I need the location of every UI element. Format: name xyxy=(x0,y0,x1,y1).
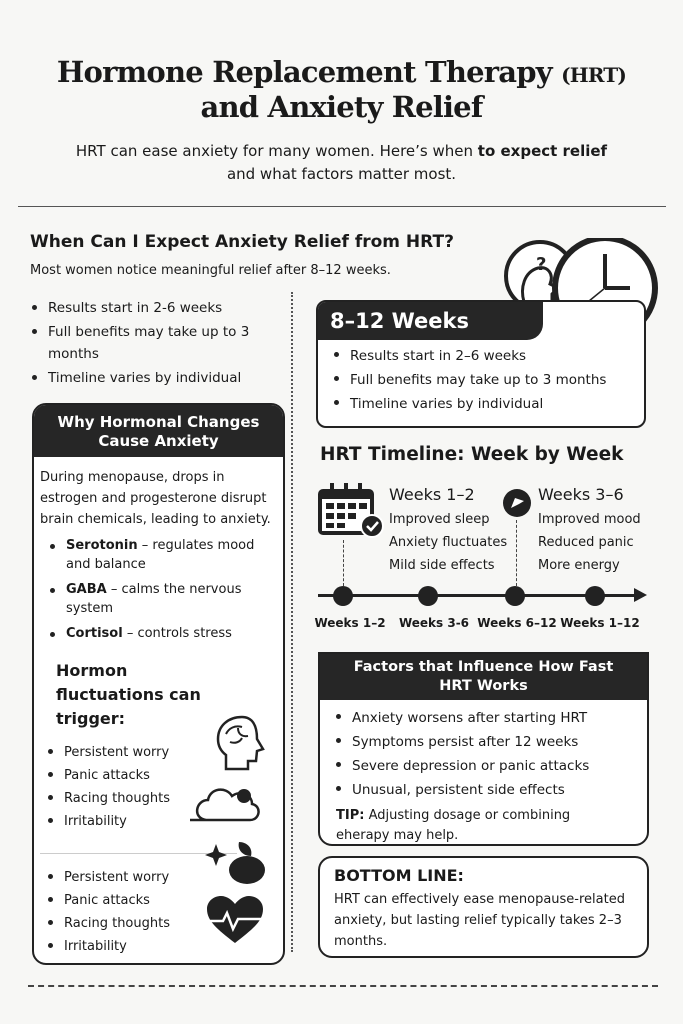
timeline-heading: HRT Timeline: Week by Week xyxy=(320,444,624,465)
list-item: Persistent worry xyxy=(46,866,277,889)
timeline-col-1: Weeks 1–2 Improved sleep Anxiety fluctuat… xyxy=(389,485,508,573)
storm-cloud-icon xyxy=(190,788,260,822)
timeline-label: Weeks 1–12 xyxy=(560,616,640,630)
bottom-line-box: BOTTOM LINE: HRT can effectively ease me… xyxy=(318,856,649,958)
list-item: GABA – calms the nervous system xyxy=(48,580,277,618)
when-intro: Most women notice meaningful relief afte… xyxy=(30,263,391,278)
list-item: Racing thoughts xyxy=(46,912,277,935)
sparkle-leaf-icon xyxy=(205,842,265,884)
bottom-line-title: BOTTOM LINE: xyxy=(334,866,464,885)
timeline-label: Weeks 1–2 xyxy=(314,616,386,630)
title-line-1: Hormone Replacement Therapy (HRT) xyxy=(56,55,627,89)
list-item: Irritability xyxy=(46,810,277,833)
list-item: Full benefits may take up to 3 months xyxy=(332,368,644,392)
list-item: Persistent worry xyxy=(46,741,277,764)
flag-icon xyxy=(503,489,531,517)
list-item: Irritability xyxy=(46,935,277,958)
tip: TIP: Adjusting dosage or combining ehera… xyxy=(336,808,571,843)
weeks-box: 8–12 Weeks Results start in 2–6 weeks Fu… xyxy=(316,300,646,428)
list-item: Anxiety worsens after starting HRT xyxy=(334,706,647,730)
list-item: Panic attacks xyxy=(46,764,277,787)
timeline-connector xyxy=(516,520,517,586)
subtitle: HRT can ease anxiety for many women. Her… xyxy=(75,142,608,183)
list-item: Severe depression or panic attacks xyxy=(334,754,647,778)
timeline-dot xyxy=(418,586,438,606)
timeline-col-2: Weeks 3–6 Improved mood Reduced panic More… xyxy=(538,485,641,573)
why-box: Why Hormonal Changes Cause Anxiety Durin… xyxy=(32,403,285,965)
bottom-line-text: HRT can effectively ease menopause-relat… xyxy=(334,892,625,949)
timeline-connector xyxy=(343,540,344,586)
factors-title: Factors that Influence How Fast HRT Work… xyxy=(320,654,647,700)
title-line-2: and Anxiety Relief xyxy=(200,90,483,124)
timeline-label: Weeks 6–12 xyxy=(477,616,557,630)
timeline-label: Weeks 3-6 xyxy=(398,616,470,630)
calendar-check-icon xyxy=(318,483,384,538)
trigger-heading: Hormon fluctuations can trigger: xyxy=(56,661,201,728)
list-item: Results start in 2-6 weeks xyxy=(30,297,280,319)
list-item: Results start in 2–6 weeks xyxy=(332,344,644,368)
list-item: Timeline varies by individual xyxy=(30,367,280,389)
list-item: Racing thoughts xyxy=(46,787,277,810)
why-intro: During menopause, drops in estrogen and … xyxy=(40,470,271,527)
list-item: Timeline varies by individual xyxy=(332,392,644,416)
timeline-dot xyxy=(585,586,605,606)
arrow-icon xyxy=(634,588,647,602)
timeline-axis xyxy=(318,594,636,597)
timeline-dot xyxy=(505,586,525,606)
list-item: Full benefits may take up to 3 months xyxy=(30,321,280,365)
timeline-dot xyxy=(333,586,353,606)
svg-text:?: ? xyxy=(536,254,546,275)
heartbeat-icon xyxy=(207,896,263,943)
list-item: Cortisol – controls stress xyxy=(48,624,277,643)
list-item: Symptoms persist after 12 weeks xyxy=(334,730,647,754)
list-item: Serotonin – regulates mood and balance xyxy=(48,536,277,574)
list-item: Unusual, persistent side effects xyxy=(334,778,647,802)
list-item: Panic attacks xyxy=(46,889,277,912)
when-heading: When Can I Expect Anxiety Relief from HR… xyxy=(30,232,454,252)
weeks-title: 8–12 Weeks xyxy=(318,302,543,340)
when-bullets: Results start in 2-6 weeks Full benefits… xyxy=(30,297,280,389)
divider xyxy=(18,206,666,207)
factors-box: Factors that Influence How Fast HRT Work… xyxy=(318,652,649,846)
brain-head-icon xyxy=(216,715,265,771)
why-title: Why Hormonal Changes Cause Anxiety xyxy=(34,405,283,457)
bottom-divider xyxy=(28,985,658,987)
column-divider xyxy=(291,292,293,952)
